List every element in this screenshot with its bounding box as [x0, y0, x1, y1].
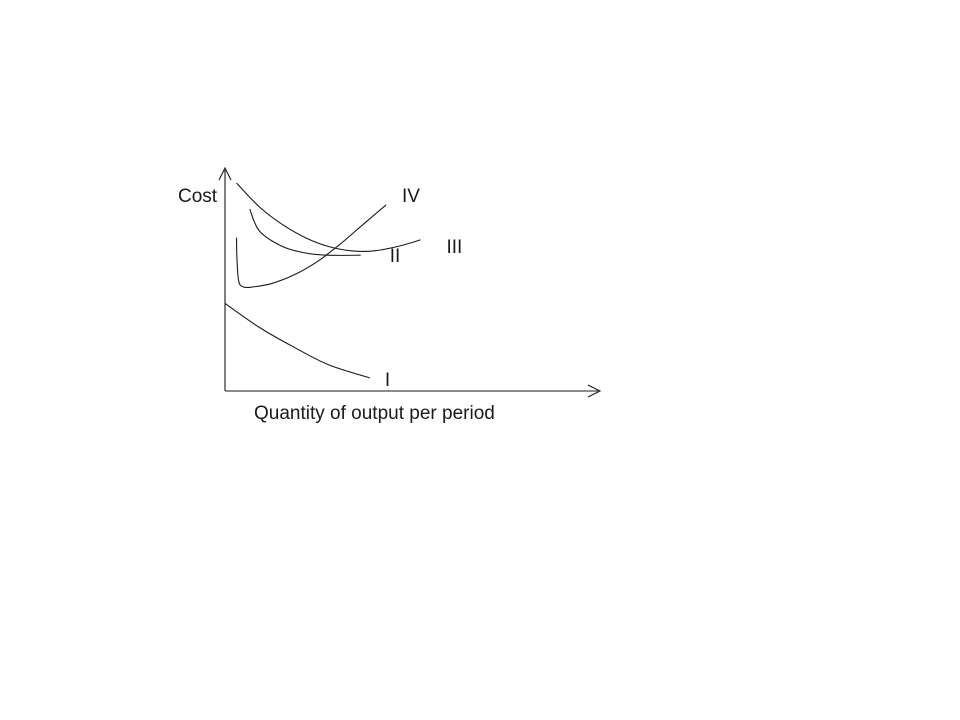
y-axis-label: Cost — [178, 186, 218, 207]
curve-label-iv: IV — [402, 186, 420, 207]
curve-i — [224, 302, 371, 379]
curve-label-iii: III — [447, 237, 463, 258]
x-axis-arrowhead — [587, 384, 602, 398]
curve-iii — [236, 182, 421, 252]
series-group — [224, 182, 421, 379]
x-axis-label: Quantity of output per period — [254, 403, 495, 424]
curve-label-ii: II — [390, 246, 401, 267]
curve-iv — [235, 204, 387, 289]
curve-label-i: I — [385, 370, 390, 391]
curve-ii — [249, 208, 361, 256]
y-axis-arrowhead — [218, 166, 232, 181]
